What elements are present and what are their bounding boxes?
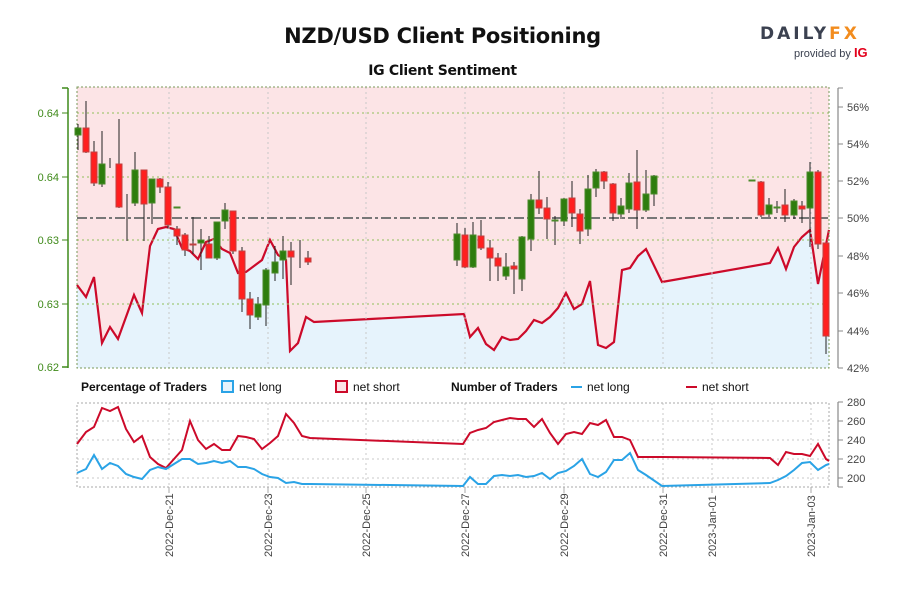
date-label-dec21: 2022-Dec-21 bbox=[164, 493, 176, 557]
logo-brand-main: DAILY bbox=[760, 24, 830, 44]
legend-pct-net-short-label: net short bbox=[353, 380, 400, 394]
legend-number-title: Number of Traders bbox=[451, 380, 558, 394]
count-tick-220: 220 bbox=[847, 454, 865, 466]
plot-border bbox=[76, 86, 830, 369]
dailyfx-logo: DAILYFX provided by IG bbox=[760, 24, 870, 64]
net-long-area bbox=[77, 227, 829, 368]
left-tick-5: 0.62 bbox=[38, 362, 59, 374]
right-tick-54: 54% bbox=[847, 139, 869, 151]
logo-brand: DAILYFX bbox=[760, 24, 870, 44]
right-tick-56: 56% bbox=[847, 102, 869, 114]
logo-provided-by: provided by IG bbox=[794, 45, 868, 60]
count-right-axis: 280 260 240 220 200 bbox=[837, 397, 865, 488]
count-plot-border bbox=[76, 402, 830, 488]
logo-brand-fx: FX bbox=[829, 24, 860, 44]
provided-by-text: provided by bbox=[794, 48, 851, 60]
date-label-jan01: 2023-Jan-01 bbox=[707, 495, 719, 557]
legend-num-net-short: net short bbox=[686, 380, 749, 394]
ig-logo: IG bbox=[853, 45, 868, 60]
date-gridlines bbox=[168, 87, 812, 368]
left-tick-3: 0.63 bbox=[38, 235, 59, 247]
legend-num-net-long: net long bbox=[571, 380, 630, 394]
left-price-axis: 0.64 0.64 0.63 0.63 0.62 bbox=[38, 87, 69, 374]
net-long-line-icon bbox=[571, 386, 582, 388]
net-short-count-line bbox=[76, 405, 830, 470]
x-axis-ticks bbox=[168, 487, 812, 493]
chart-subtitle: IG Client Sentiment bbox=[368, 63, 517, 79]
x-axis-labels: 2022-Dec-21 2022-Dec-23 2022-Dec-25 2022… bbox=[164, 493, 818, 557]
right-tick-48: 48% bbox=[847, 251, 869, 263]
count-tick-240: 240 bbox=[847, 435, 865, 447]
count-tick-280: 280 bbox=[847, 397, 865, 409]
net-long-square-icon bbox=[221, 380, 234, 393]
count-gridlines bbox=[77, 403, 829, 487]
legend-num-net-short-label: net short bbox=[702, 380, 749, 394]
trader-count-chart: 280 260 240 220 200 2022-Dec-21 2022-Dec… bbox=[76, 397, 865, 557]
legend-num-net-long-label: net long bbox=[587, 380, 630, 394]
left-tick-4: 0.63 bbox=[38, 299, 59, 311]
right-tick-42: 42% bbox=[847, 363, 869, 375]
net-short-square-icon bbox=[335, 380, 348, 393]
price-sentiment-chart: 0.64 0.64 0.63 0.63 0.62 56% 54% 52% 50%… bbox=[38, 86, 869, 375]
right-tick-44: 44% bbox=[847, 326, 869, 338]
date-label-dec29: 2022-Dec-29 bbox=[559, 493, 571, 557]
chart-title: NZD/USD Client Positioning bbox=[284, 24, 601, 48]
legend-pct-net-long-label: net long bbox=[239, 380, 282, 394]
right-tick-52: 52% bbox=[847, 176, 869, 188]
legend-pct-net-short: net short bbox=[335, 380, 400, 394]
legend-percentage-title: Percentage of Traders bbox=[81, 380, 208, 394]
date-label-dec25: 2022-Dec-25 bbox=[361, 493, 373, 557]
right-tick-50: 50% bbox=[847, 213, 869, 225]
left-tick-1: 0.64 bbox=[38, 108, 59, 120]
net-long-pct-line bbox=[76, 225, 831, 354]
right-tick-46: 46% bbox=[847, 288, 869, 300]
net-long-count-line bbox=[76, 451, 830, 488]
right-percent-axis: 56% 54% 52% 50% 48% 46% 44% 42% bbox=[837, 87, 869, 375]
date-label-dec23: 2022-Dec-23 bbox=[263, 493, 275, 557]
count-tick-260: 260 bbox=[847, 416, 865, 428]
left-tick-2: 0.64 bbox=[38, 172, 59, 184]
count-tick-200: 200 bbox=[847, 473, 865, 485]
date-label-dec27: 2022-Dec-27 bbox=[460, 493, 472, 557]
legend-pct-net-long: net long bbox=[221, 380, 282, 394]
date-label-jan03: 2023-Jan-03 bbox=[806, 495, 818, 557]
date-label-dec31: 2022-Dec-31 bbox=[658, 493, 670, 557]
candlesticks bbox=[74, 101, 830, 354]
net-short-line-icon bbox=[686, 386, 697, 388]
